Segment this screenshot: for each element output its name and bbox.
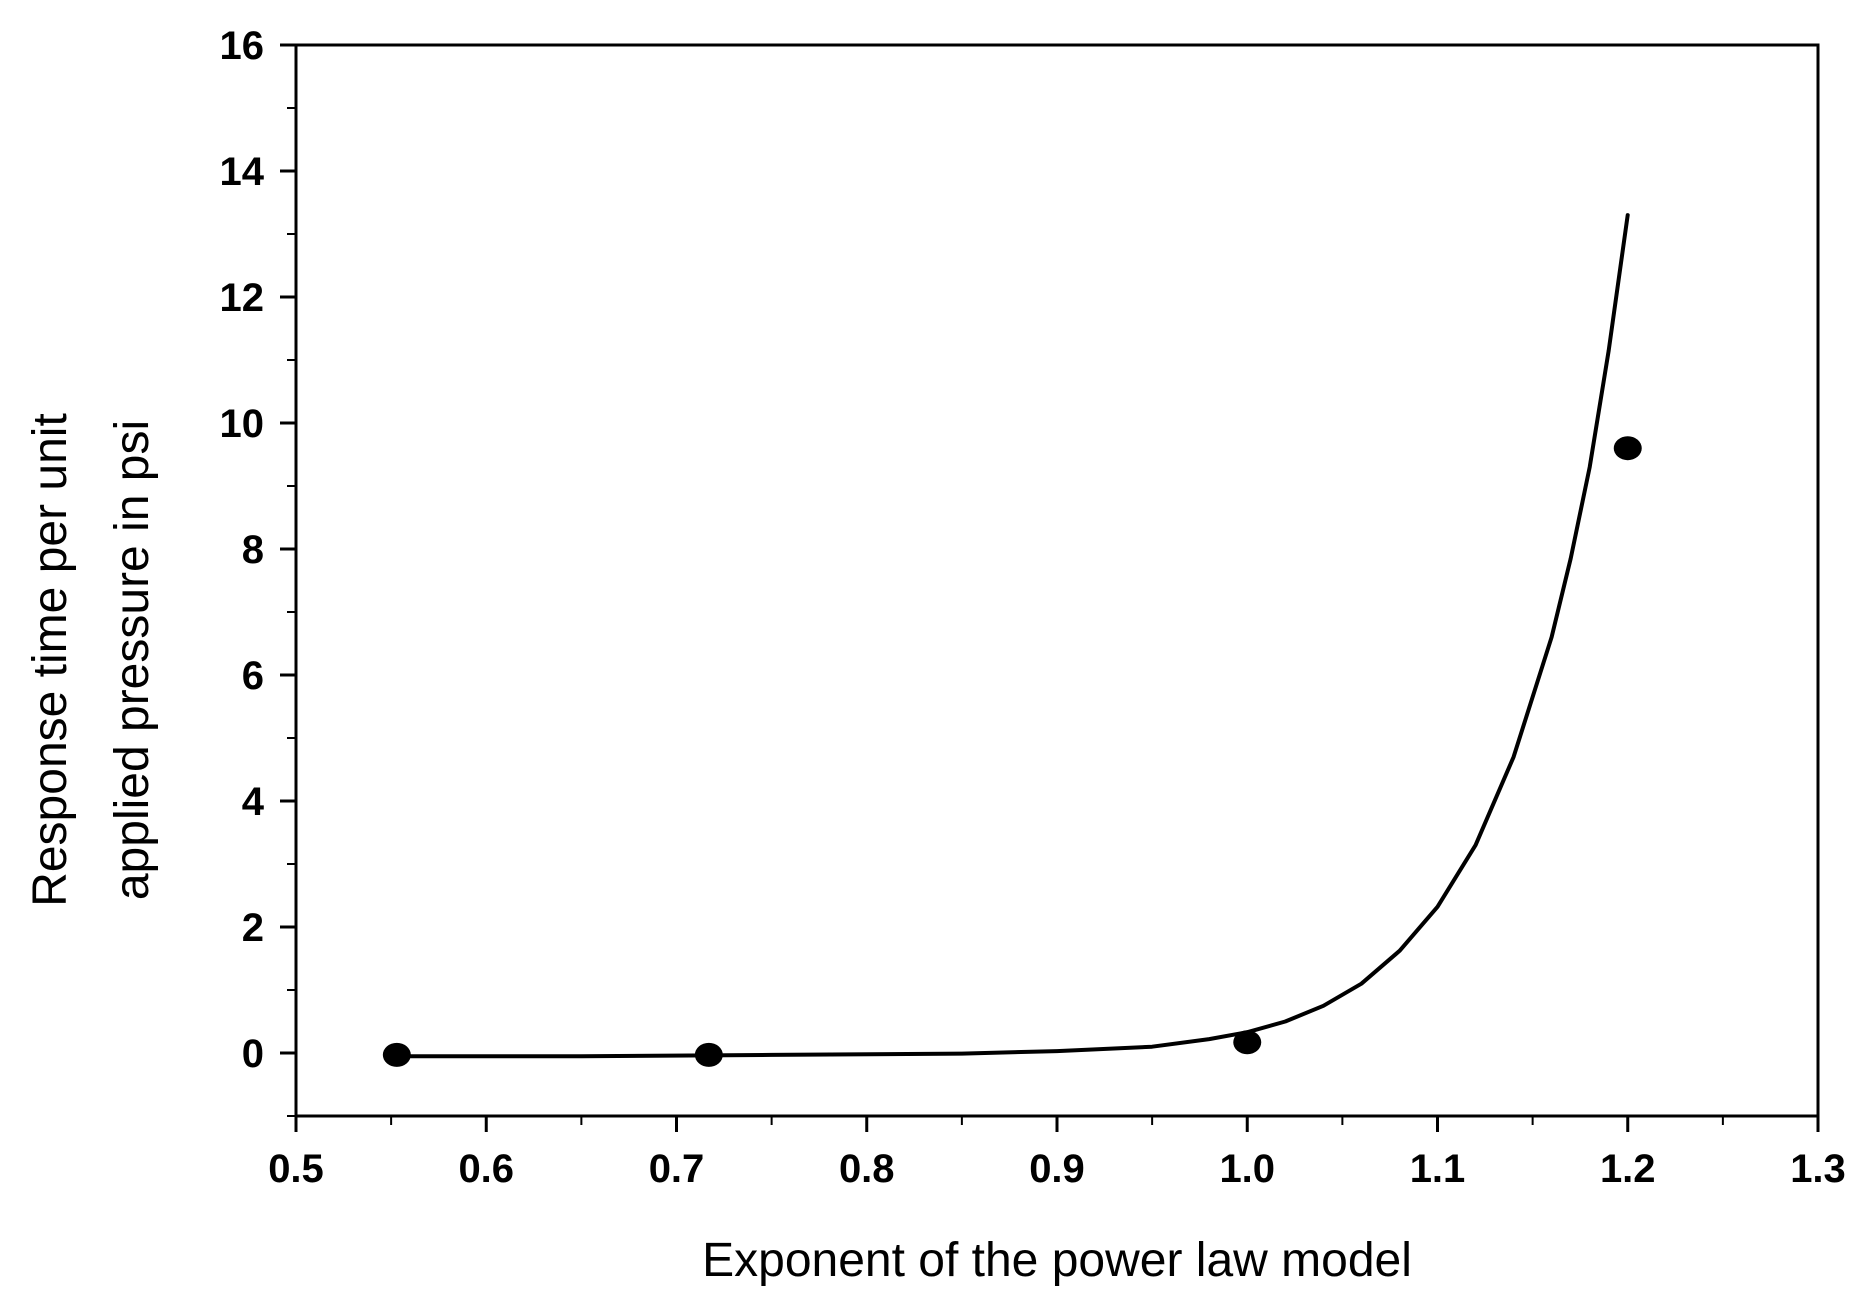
y-axis: 0 2 4 6 8 10 12 14 16	[220, 24, 296, 1117]
y-axis-title-line-2: applied pressure in psi	[106, 420, 159, 900]
x-tick-label: 0.9	[1029, 1147, 1085, 1191]
data-point	[382, 1042, 411, 1067]
y-tick-label: 0	[242, 1032, 264, 1076]
y-tick-label: 14	[220, 150, 265, 194]
y-tick-label: 8	[242, 528, 264, 572]
y-tick-label: 10	[220, 402, 265, 446]
x-tick-label: 1.0	[1219, 1147, 1275, 1191]
data-point	[1233, 1030, 1262, 1055]
y-tick-label: 6	[242, 654, 264, 698]
x-tick-label: 0.8	[839, 1147, 895, 1191]
y-tick-label: 2	[242, 906, 264, 950]
plot-area	[382, 213, 1642, 1067]
x-axis-title: Exponent of the power law model	[702, 1234, 1412, 1287]
y-tick-label: 12	[220, 276, 265, 320]
data-point	[1613, 436, 1642, 461]
y-axis-title-line-1: Response time per unit	[24, 413, 77, 907]
y-tick-label: 4	[242, 780, 265, 824]
fit-curve	[408, 213, 1630, 1059]
x-tick-label: 1.2	[1600, 1147, 1656, 1191]
x-tick-label: 1.1	[1410, 1147, 1466, 1191]
x-tick-label: 1.3	[1790, 1147, 1846, 1191]
data-point	[694, 1042, 723, 1067]
x-tick-label: 0.7	[649, 1147, 705, 1191]
plot-frame	[294, 43, 1820, 1118]
x-axis: 0.5 0.6 0.7 0.8 0.9 1.0 1.1 1.2 1.3	[268, 1116, 1846, 1191]
x-tick-label: 0.5	[268, 1147, 324, 1191]
x-tick-label: 0.6	[458, 1147, 514, 1191]
y-tick-label: 16	[220, 24, 265, 68]
